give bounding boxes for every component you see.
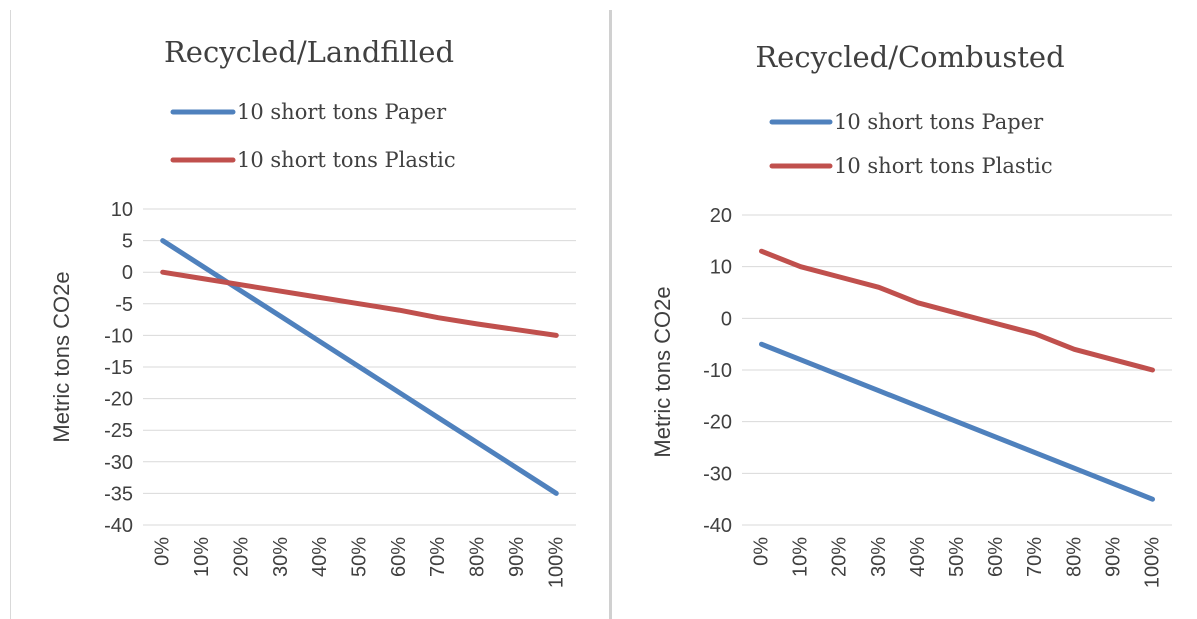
x-tick-label: 10% bbox=[191, 537, 213, 577]
y-tick-label: -25 bbox=[104, 420, 133, 442]
y-tick-label: -10 bbox=[104, 325, 133, 347]
y-tick-label: -35 bbox=[104, 483, 133, 505]
x-tick-label: 100% bbox=[1141, 537, 1163, 588]
x-tick-label: 80% bbox=[467, 537, 489, 577]
x-tick-label: 30% bbox=[270, 537, 292, 577]
x-tick-label: 50% bbox=[946, 537, 968, 577]
y-tick-label: 10 bbox=[710, 257, 732, 279]
x-tick-label: 90% bbox=[506, 537, 528, 577]
x-tick-label: 40% bbox=[309, 537, 331, 577]
y-tick-label: 5 bbox=[122, 231, 133, 253]
y-tick-label: -40 bbox=[104, 515, 133, 537]
chart-title: Recycled/Combusted bbox=[755, 40, 1064, 74]
legend-label: 10 short tons Plastic bbox=[834, 154, 1053, 178]
y-tick-label: -20 bbox=[104, 389, 133, 411]
y-tick-label: -5 bbox=[115, 294, 133, 316]
x-tick-label: 50% bbox=[349, 537, 371, 577]
y-tick-label: 20 bbox=[710, 205, 732, 227]
x-tick-label: 60% bbox=[985, 537, 1007, 577]
x-tick-label: 60% bbox=[388, 537, 410, 577]
y-tick-label: -10 bbox=[703, 360, 732, 382]
y-tick-label: 10 bbox=[111, 199, 133, 221]
x-tick-label: 70% bbox=[427, 537, 449, 577]
y-tick-label: 0 bbox=[721, 308, 732, 330]
x-tick-label: 40% bbox=[907, 537, 929, 577]
series-line-plastic bbox=[759, 248, 1155, 373]
x-tick-label: 80% bbox=[1063, 537, 1085, 577]
y-tick-label: -20 bbox=[703, 412, 732, 434]
y-tick-label: -30 bbox=[104, 452, 133, 474]
y-tick-label: 0 bbox=[122, 262, 133, 284]
x-tick-label: 20% bbox=[829, 537, 851, 577]
x-tick-label: 10% bbox=[790, 537, 812, 577]
x-tick-label: 30% bbox=[868, 537, 890, 577]
chart-landfilled: Recycled/Landfilled 10 short tons Paper 10… bbox=[49, 35, 576, 588]
series-line-plastic bbox=[160, 269, 559, 338]
y-tick-label: -15 bbox=[104, 357, 133, 379]
x-tick-label: 100% bbox=[545, 537, 567, 588]
series-line-paper bbox=[759, 341, 1155, 502]
chart-combusted: Recycled/Combusted 10 short tons Paper 10 … bbox=[650, 40, 1172, 588]
chart-panel-combusted: Recycled/Combusted 10 short tons Paper 10 … bbox=[609, 10, 1197, 619]
x-tick-label: 0% bbox=[751, 537, 773, 566]
y-axis-label: Metric tons CO2e bbox=[49, 271, 74, 442]
legend-label: 10 short tons Paper bbox=[834, 110, 1044, 134]
y-tick-label: -30 bbox=[703, 463, 732, 485]
x-tick-label: 0% bbox=[152, 537, 174, 566]
chart-title: Recycled/Landfilled bbox=[164, 35, 454, 69]
y-axis-label: Metric tons CO2e bbox=[650, 286, 675, 457]
x-tick-label: 70% bbox=[1024, 537, 1046, 577]
legend-label: 10 short tons Plastic bbox=[237, 148, 456, 172]
chart-panel-landfilled: Recycled/Landfilled 10 short tons Paper 10… bbox=[10, 10, 606, 619]
x-tick-label: 90% bbox=[1102, 537, 1124, 577]
y-tick-label: -40 bbox=[703, 515, 732, 537]
x-tick-label: 20% bbox=[230, 537, 252, 577]
legend-label: 10 short tons Paper bbox=[237, 100, 447, 124]
